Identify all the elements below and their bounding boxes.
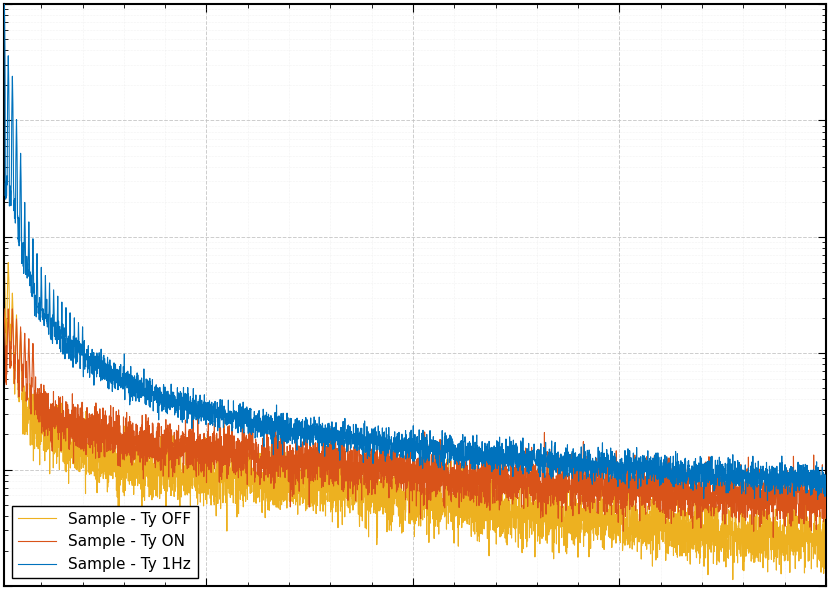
Sample - Ty OFF (149, 474, 159, 481)
Line: Sample - Ty OFF: Sample - Ty OFF (4, 263, 826, 579)
Sample - Ty 1Hz (313, 427, 323, 434)
Sample - Ty OFF (492, 483, 502, 490)
Sample - Ty ON (675, 486, 685, 493)
Sample - Ty 1Hz (675, 479, 685, 486)
Sample - Ty 1Hz (613, 458, 622, 466)
Sample - Ty ON (534, 490, 544, 497)
Sample - Ty ON (492, 481, 502, 489)
Sample - Ty ON (769, 534, 779, 541)
Sample - Ty ON (821, 485, 830, 492)
Sample - Ty ON (313, 447, 323, 454)
Legend: Sample - Ty OFF, Sample - Ty ON, Sample - Ty 1Hz: Sample - Ty OFF, Sample - Ty ON, Sample … (12, 506, 198, 578)
Sample - Ty OFF (0, 259, 9, 266)
Sample - Ty OFF (821, 548, 830, 555)
Line: Sample - Ty ON: Sample - Ty ON (4, 309, 826, 537)
Sample - Ty OFF (313, 487, 323, 494)
Sample - Ty OFF (613, 515, 622, 522)
Sample - Ty 1Hz (149, 395, 159, 402)
Sample - Ty ON (613, 465, 622, 472)
Sample - Ty OFF (534, 511, 544, 518)
Sample - Ty OFF (728, 576, 738, 583)
Sample - Ty ON (149, 432, 159, 440)
Sample - Ty OFF (675, 537, 685, 545)
Sample - Ty 1Hz (763, 497, 773, 504)
Sample - Ty 1Hz (492, 445, 502, 452)
Sample - Ty 1Hz (821, 489, 830, 496)
Sample - Ty 1Hz (534, 454, 544, 461)
Line: Sample - Ty 1Hz: Sample - Ty 1Hz (4, 0, 826, 500)
Sample - Ty ON (0, 306, 9, 313)
